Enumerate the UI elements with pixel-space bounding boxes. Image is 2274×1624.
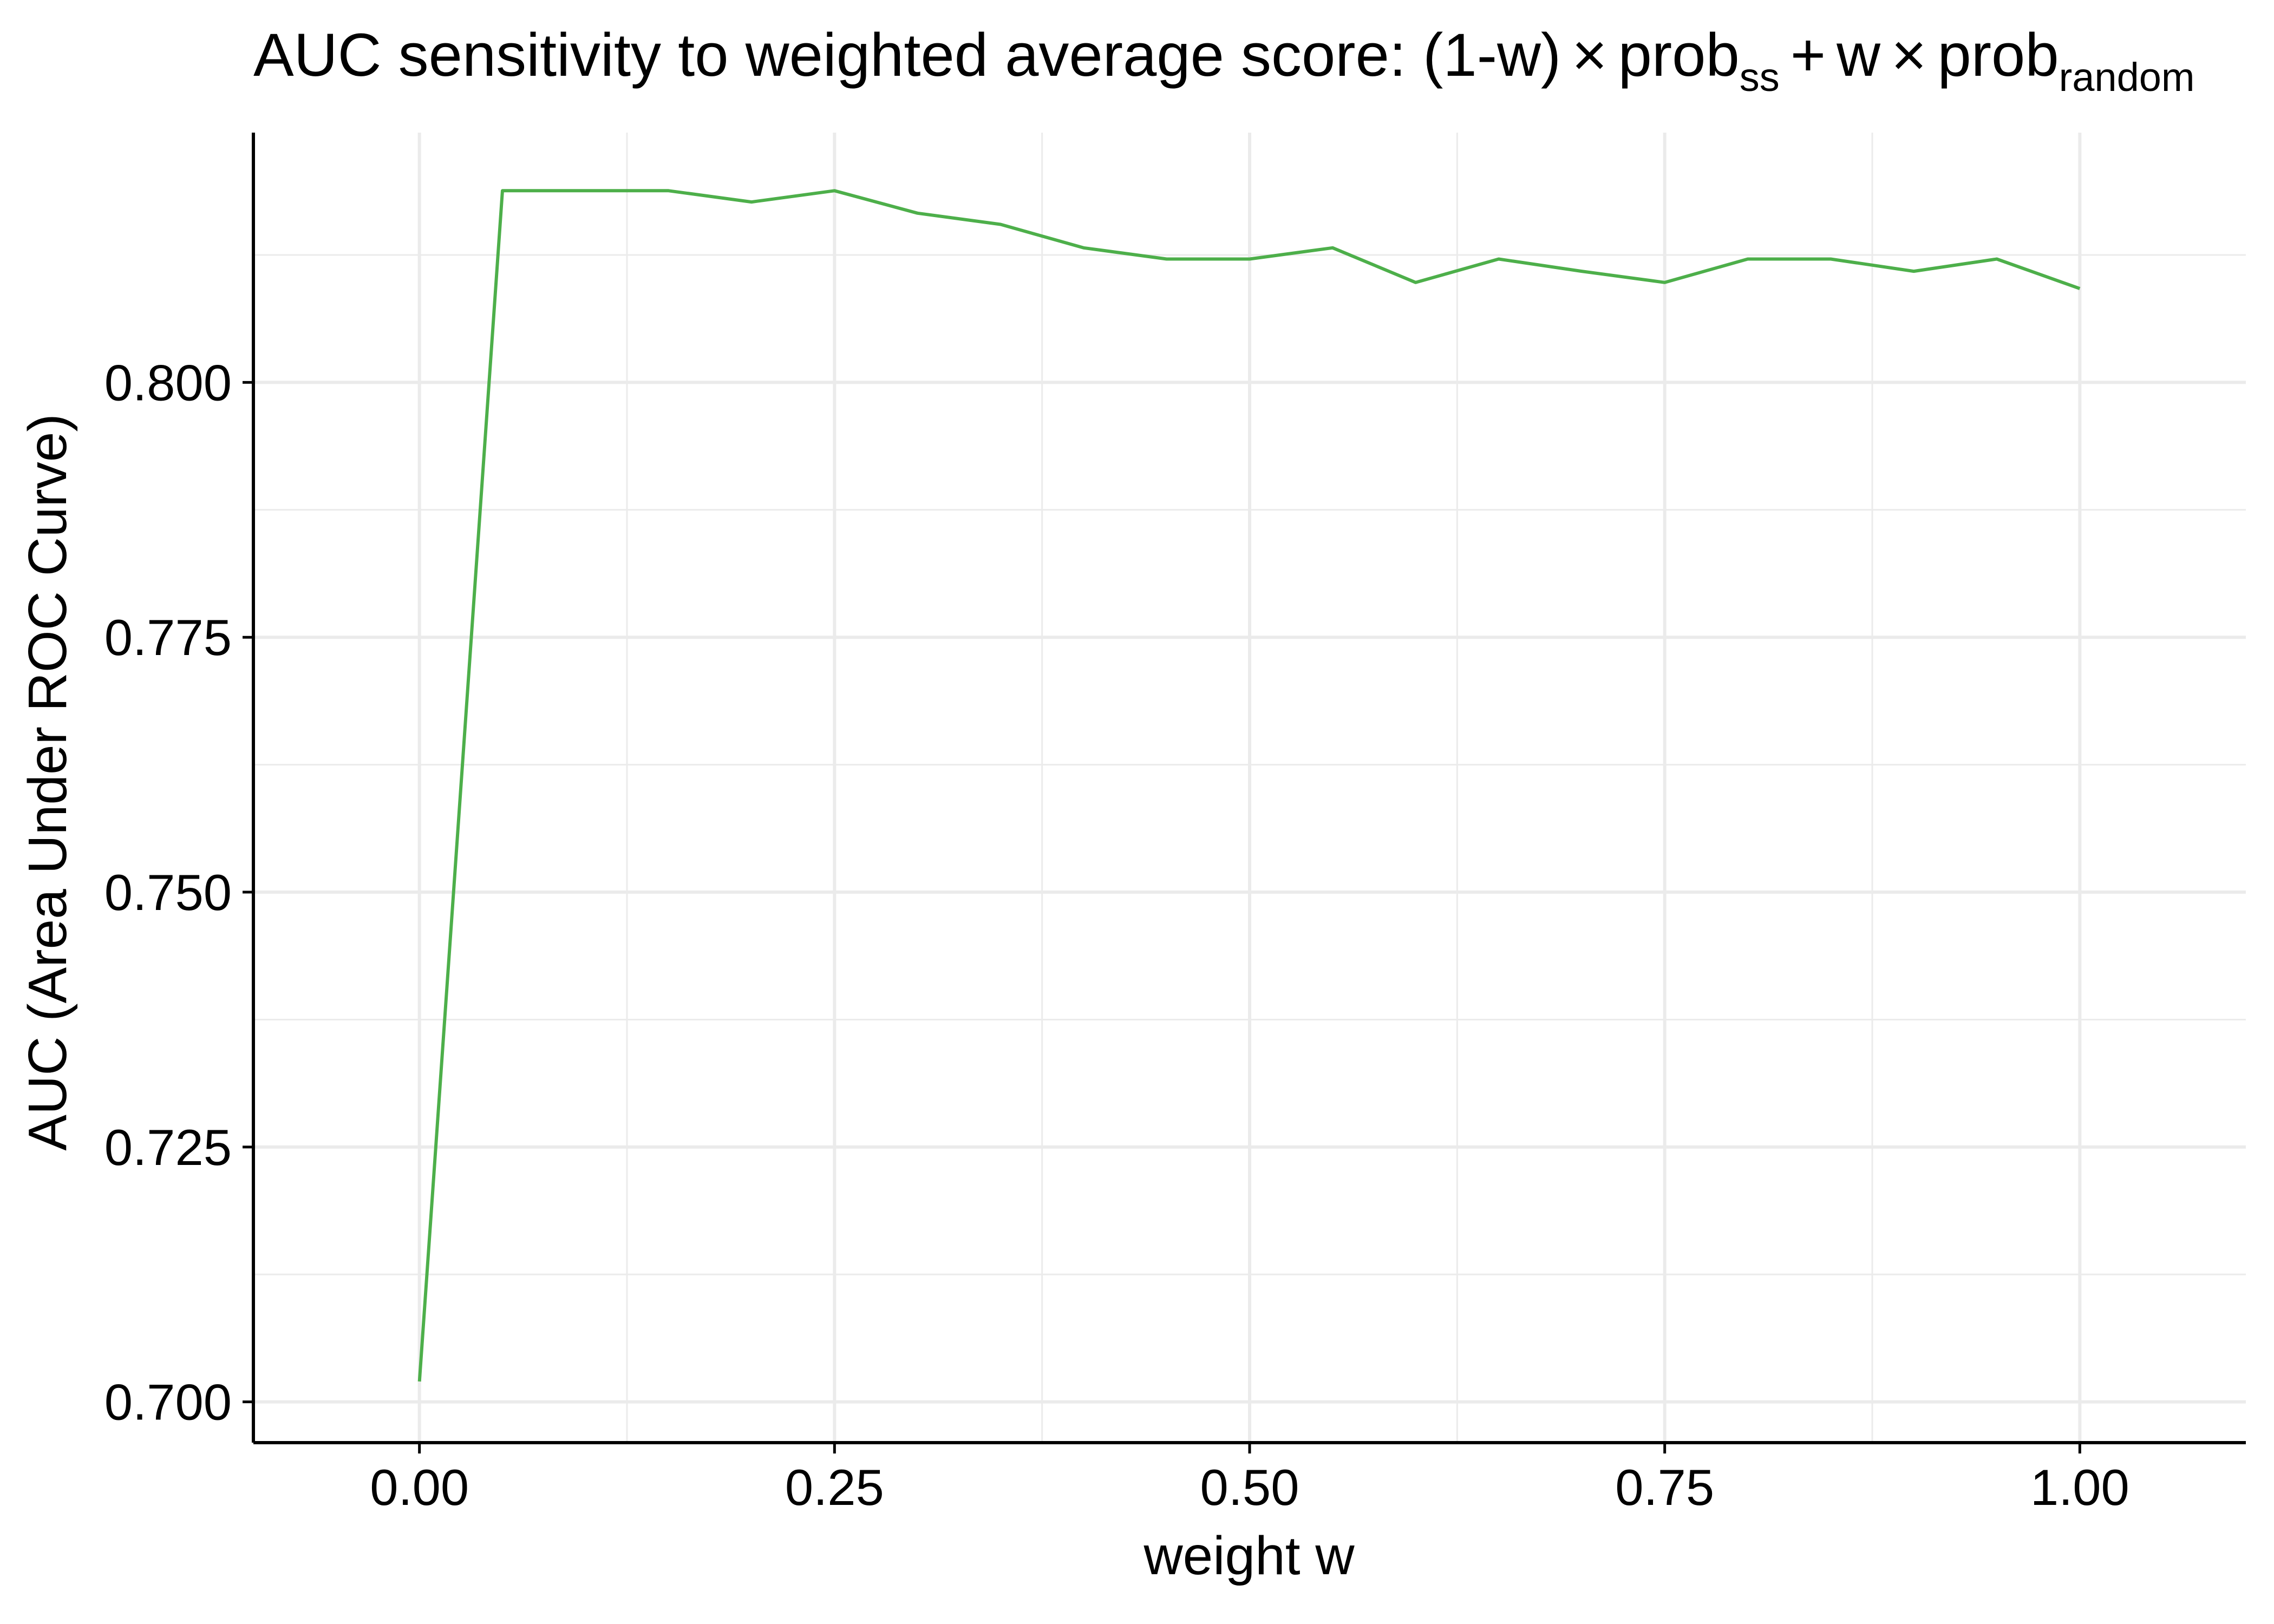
title-prob-2: prob [1937, 21, 2059, 89]
title-prefix: AUC sensitivity to weighted average scor… [253, 21, 1561, 89]
y-tick-label: 0.750 [104, 864, 232, 921]
x-axis-title: weight w [1143, 1525, 1355, 1586]
y-tick-label: 0.775 [104, 609, 232, 666]
x-tick-label: 0.50 [1200, 1459, 1299, 1516]
title-plus: + [1791, 21, 1826, 89]
x-tick-label: 1.00 [2030, 1459, 2129, 1516]
title-sub-random: random [2059, 55, 2195, 100]
x-tick-label: 0.75 [1615, 1459, 1714, 1516]
y-tick-label: 0.700 [104, 1374, 232, 1431]
y-tick-label: 0.725 [104, 1119, 232, 1176]
title-times-2: × [1891, 21, 1926, 89]
y-tick-label: 0.800 [104, 354, 232, 411]
title-sub-ss: ss [1740, 55, 1780, 100]
x-tick-label: 0.25 [785, 1459, 884, 1516]
chart-title: AUC sensitivity to weighted average scor… [253, 21, 2195, 100]
series-layer [417, 189, 2081, 1382]
series-line-0 [417, 189, 2081, 1382]
axes-layer: 0.00 0.25 0.50 0.75 1.00 0.700 0.725 0.750 0.775… [104, 133, 2246, 1516]
x-tick-label: 0.00 [370, 1459, 469, 1516]
y-axis-title: AUC (Area Under ROC Curve) [17, 414, 78, 1150]
title-prob-1: prob [1618, 21, 1740, 89]
title-times-1: × [1572, 21, 1607, 89]
title-w: w [1836, 21, 1881, 89]
grid-layer [253, 133, 2246, 1443]
